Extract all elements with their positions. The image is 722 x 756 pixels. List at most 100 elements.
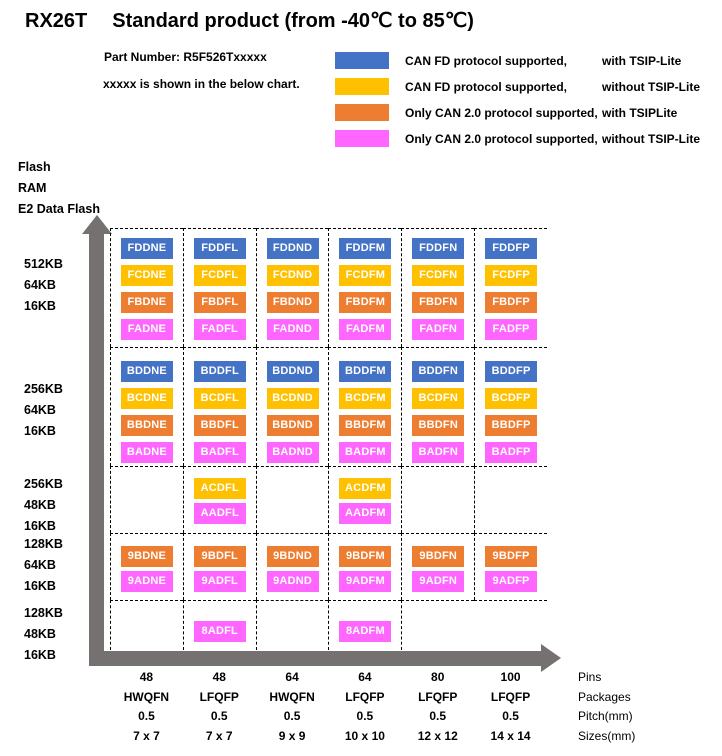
part-number-chip: FADND [266,319,319,340]
part-number-chip: FCDFM [339,265,392,286]
grid-cell: FDDFM FCDFM FBDFM FADFM [328,228,402,347]
part-number-chip: BCDFL [193,388,246,409]
axis-value: 80 [431,669,445,684]
x-axis-line [89,651,541,666]
grid-cell [255,466,329,533]
grid-cell: FDDNE FCDNE FBDNE FADNE [110,228,183,347]
grid-cell: 9BDFN 9ADFN [401,533,475,600]
grid-row: 8ADFL 8ADFM [110,600,547,650]
legend-item-label: Only CAN 2.0 protocol supported, [405,131,598,146]
axis-value: HWQFN [269,689,315,704]
memory-size-label: 256KB [24,477,63,491]
legend-item: Only CAN 2.0 protocol supported, with TSI… [335,104,700,121]
x-axis-arrowhead-icon [541,644,561,672]
memory-group-label: 512KB 64KB 16KB [24,254,63,317]
page-title: RX26T Standard product (from -40℃ to 85℃) [25,8,474,33]
axis-value: LFQFP [199,689,239,704]
axis-value: 64 [358,669,372,684]
grid-row: 9BDNE 9ADNE 9BDFL 9ADFL 9BDND 9ADND 9BDFM 9ADFM… [110,533,547,600]
part-number-chip: BBDND [266,415,319,436]
part-number-grid: FDDNE FCDNE FBDNE FADNE FDDFL FCDFL FBDFL FADFL… [110,228,547,650]
axis-value: HWQFN [123,689,170,704]
part-number-chip: ACDFL [193,478,246,499]
x-axis-row: 48 48 64 64 80 100 Pins [110,667,722,687]
part-number-chip: FDDFM [339,238,392,259]
part-number-chip: FADFP [485,319,538,340]
memory-size-label: 256KB [24,382,63,396]
grid-cell: 9BDFM 9ADFM [328,533,402,600]
part-number-chip: 8ADFM [339,621,392,642]
part-number-chip: FBDND [266,292,319,313]
axis-row-label: Packages [578,689,631,704]
axis-value: 64 [285,669,299,684]
part-number-note: Part Number: R5F526Txxxxx [104,50,267,64]
part-number-chip: FCDNE [120,265,173,286]
x-axis-row: 0.5 0.5 0.5 0.5 0.5 0.5 Pitch(mm) [110,706,722,726]
part-number-chip: BBDFN [412,415,465,436]
part-number-hint: xxxxx is shown in the below chart. [103,77,300,91]
grid-cell [110,466,183,533]
part-number-chip: FBDFL [193,292,246,313]
part-number-chip: FDDFP [485,238,538,259]
axis-row-label: Pins [578,669,602,684]
memory-size-label: 16KB [24,299,56,313]
part-number-chip: 8ADFL [193,621,246,642]
axis-value: 7 x 7 [205,728,233,743]
legend-item-suffix: with TSIP-Lite [602,53,682,68]
part-number-chip: 9ADFP [485,571,538,592]
axis-value: 48 [139,669,154,684]
part-number-chip: BDDFM [339,361,392,382]
part-number-chip: 9BDFM [339,546,392,567]
part-number-chip: 9BDFN [412,546,465,567]
grid-row: ACDFL AADFL ACDFM AADFM [110,466,547,533]
memory-size-label: 512KB [24,257,63,271]
grid-cell [401,466,475,533]
axis-value: LFQFP [490,689,531,704]
grid-cell: 9BDND 9ADND [255,533,329,600]
legend-swatch [335,130,389,147]
legend-item-text: CAN FD protocol supported, with TSIP-Lite [405,54,681,68]
grid-cell: ACDFL AADFL [182,466,256,533]
part-number-chip: FDDFN [412,238,465,259]
part-number-chip: BADFP [485,442,538,463]
y-axis-title: Flash RAM E2 Data Flash [18,157,100,220]
part-number-chip: BDDFP [485,361,538,382]
part-number-chip: FDDND [266,238,319,259]
legend-item-suffix: without TSIP-Lite [602,131,700,146]
part-number-chip: BADFM [339,442,392,463]
part-number-chip: FDDNE [120,238,173,259]
memory-size-label: 64KB [24,403,56,417]
part-number-chip: AADFM [339,503,392,524]
part-number-chip: FBDNE [120,292,173,313]
memory-size-label: 128KB [24,537,63,551]
y-axis-title-flash: Flash [18,160,51,174]
part-number-chip: BCDFN [412,388,465,409]
memory-size-label: 48KB [24,498,56,512]
memory-size-label: 16KB [24,579,56,593]
memory-size-label: 64KB [24,278,56,292]
grid-cell: FDDND FCDND FBDND FADND [255,228,329,347]
part-number-chip: FBDFP [485,292,538,313]
part-number-chip: BCDFM [339,388,392,409]
grid-cell: BDDFP BCDFP BBDFP BADFP [474,347,547,466]
axis-value: 7 x 7 [133,728,160,743]
legend-item: Only CAN 2.0 protocol supported, without … [335,130,700,147]
part-number-chip: 9ADND [266,571,319,592]
grid-cell [474,466,547,533]
grid-cell: BDDNE BCDNE BBDNE BADNE [110,347,183,466]
part-number-chip: BCDFP [485,388,538,409]
grid-cell: 9BDFL 9ADFL [182,533,256,600]
axis-value: 12 x 12 [417,728,458,743]
axis-value: 0.5 [138,709,155,724]
grid-cell: BDDND BCDND BBDND BADND [255,347,329,466]
y-axis-line [89,234,104,666]
part-number-chip: ACDFM [339,478,392,499]
grid-cell: BDDFM BCDFM BBDFM BADFM [328,347,402,466]
part-number-chip: 9BDFP [485,546,538,567]
part-number-chip: BADFL [193,442,246,463]
grid-cell: ACDFM AADFM [328,466,402,533]
part-number-chip: BBDFM [339,415,392,436]
part-number-chip: FADNE [120,319,173,340]
axis-value: LFQFP [345,689,385,704]
